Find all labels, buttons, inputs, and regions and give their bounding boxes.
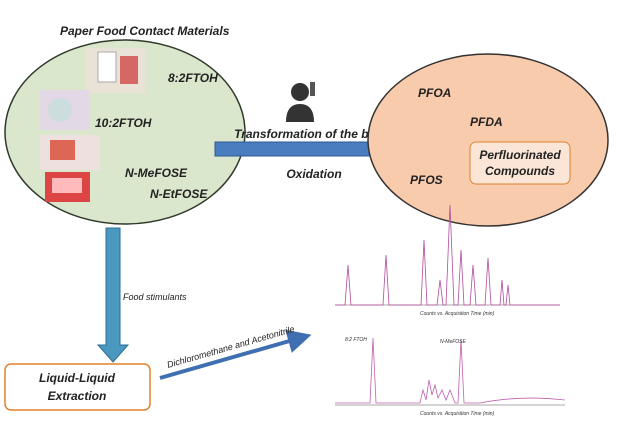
transformation-sublabel: Oxidation (286, 167, 341, 181)
products-ellipse (367, 53, 609, 227)
peak-label: 8:2 FTOH (345, 337, 367, 343)
chromatogram: Counts vs. Acquisition Time (min) 8:2 FT… (335, 204, 566, 417)
x-title: Counts vs. Acquisition Time (min) (420, 311, 495, 317)
compound: 10:2FTOH (95, 116, 152, 130)
extraction-arrow (96, 227, 130, 363)
extraction-box (4, 363, 151, 411)
peak-label: N-MeFOSE (440, 339, 467, 345)
solvent-arrow (159, 329, 312, 380)
compound: PFOS (410, 173, 443, 187)
products-box-line: Perfluorinated (479, 148, 561, 162)
source-title: Paper Food Contact Materials (60, 24, 230, 38)
step-label: Food stimulants (123, 292, 187, 302)
extraction-box-line: Liquid-Liquid (39, 371, 116, 385)
transformation-label: Transformation of the body (234, 127, 391, 141)
extraction-box-line: Extraction (48, 389, 107, 403)
x-title: Counts vs. Acquisition Time (min) (420, 411, 495, 417)
products-box-line: Compounds (485, 164, 555, 178)
compound: PFDA (470, 115, 503, 129)
person-icon (286, 82, 315, 122)
compound: N-MeFOSE (125, 166, 188, 180)
solvent-label: Dichloromethane and Acetonitrile (166, 324, 296, 370)
material-images (40, 48, 145, 202)
products-box (469, 141, 571, 185)
compound: PFOA (418, 86, 451, 100)
compound: 8:2FTOH (168, 71, 218, 85)
compound: N-EtFOSE (150, 187, 208, 201)
